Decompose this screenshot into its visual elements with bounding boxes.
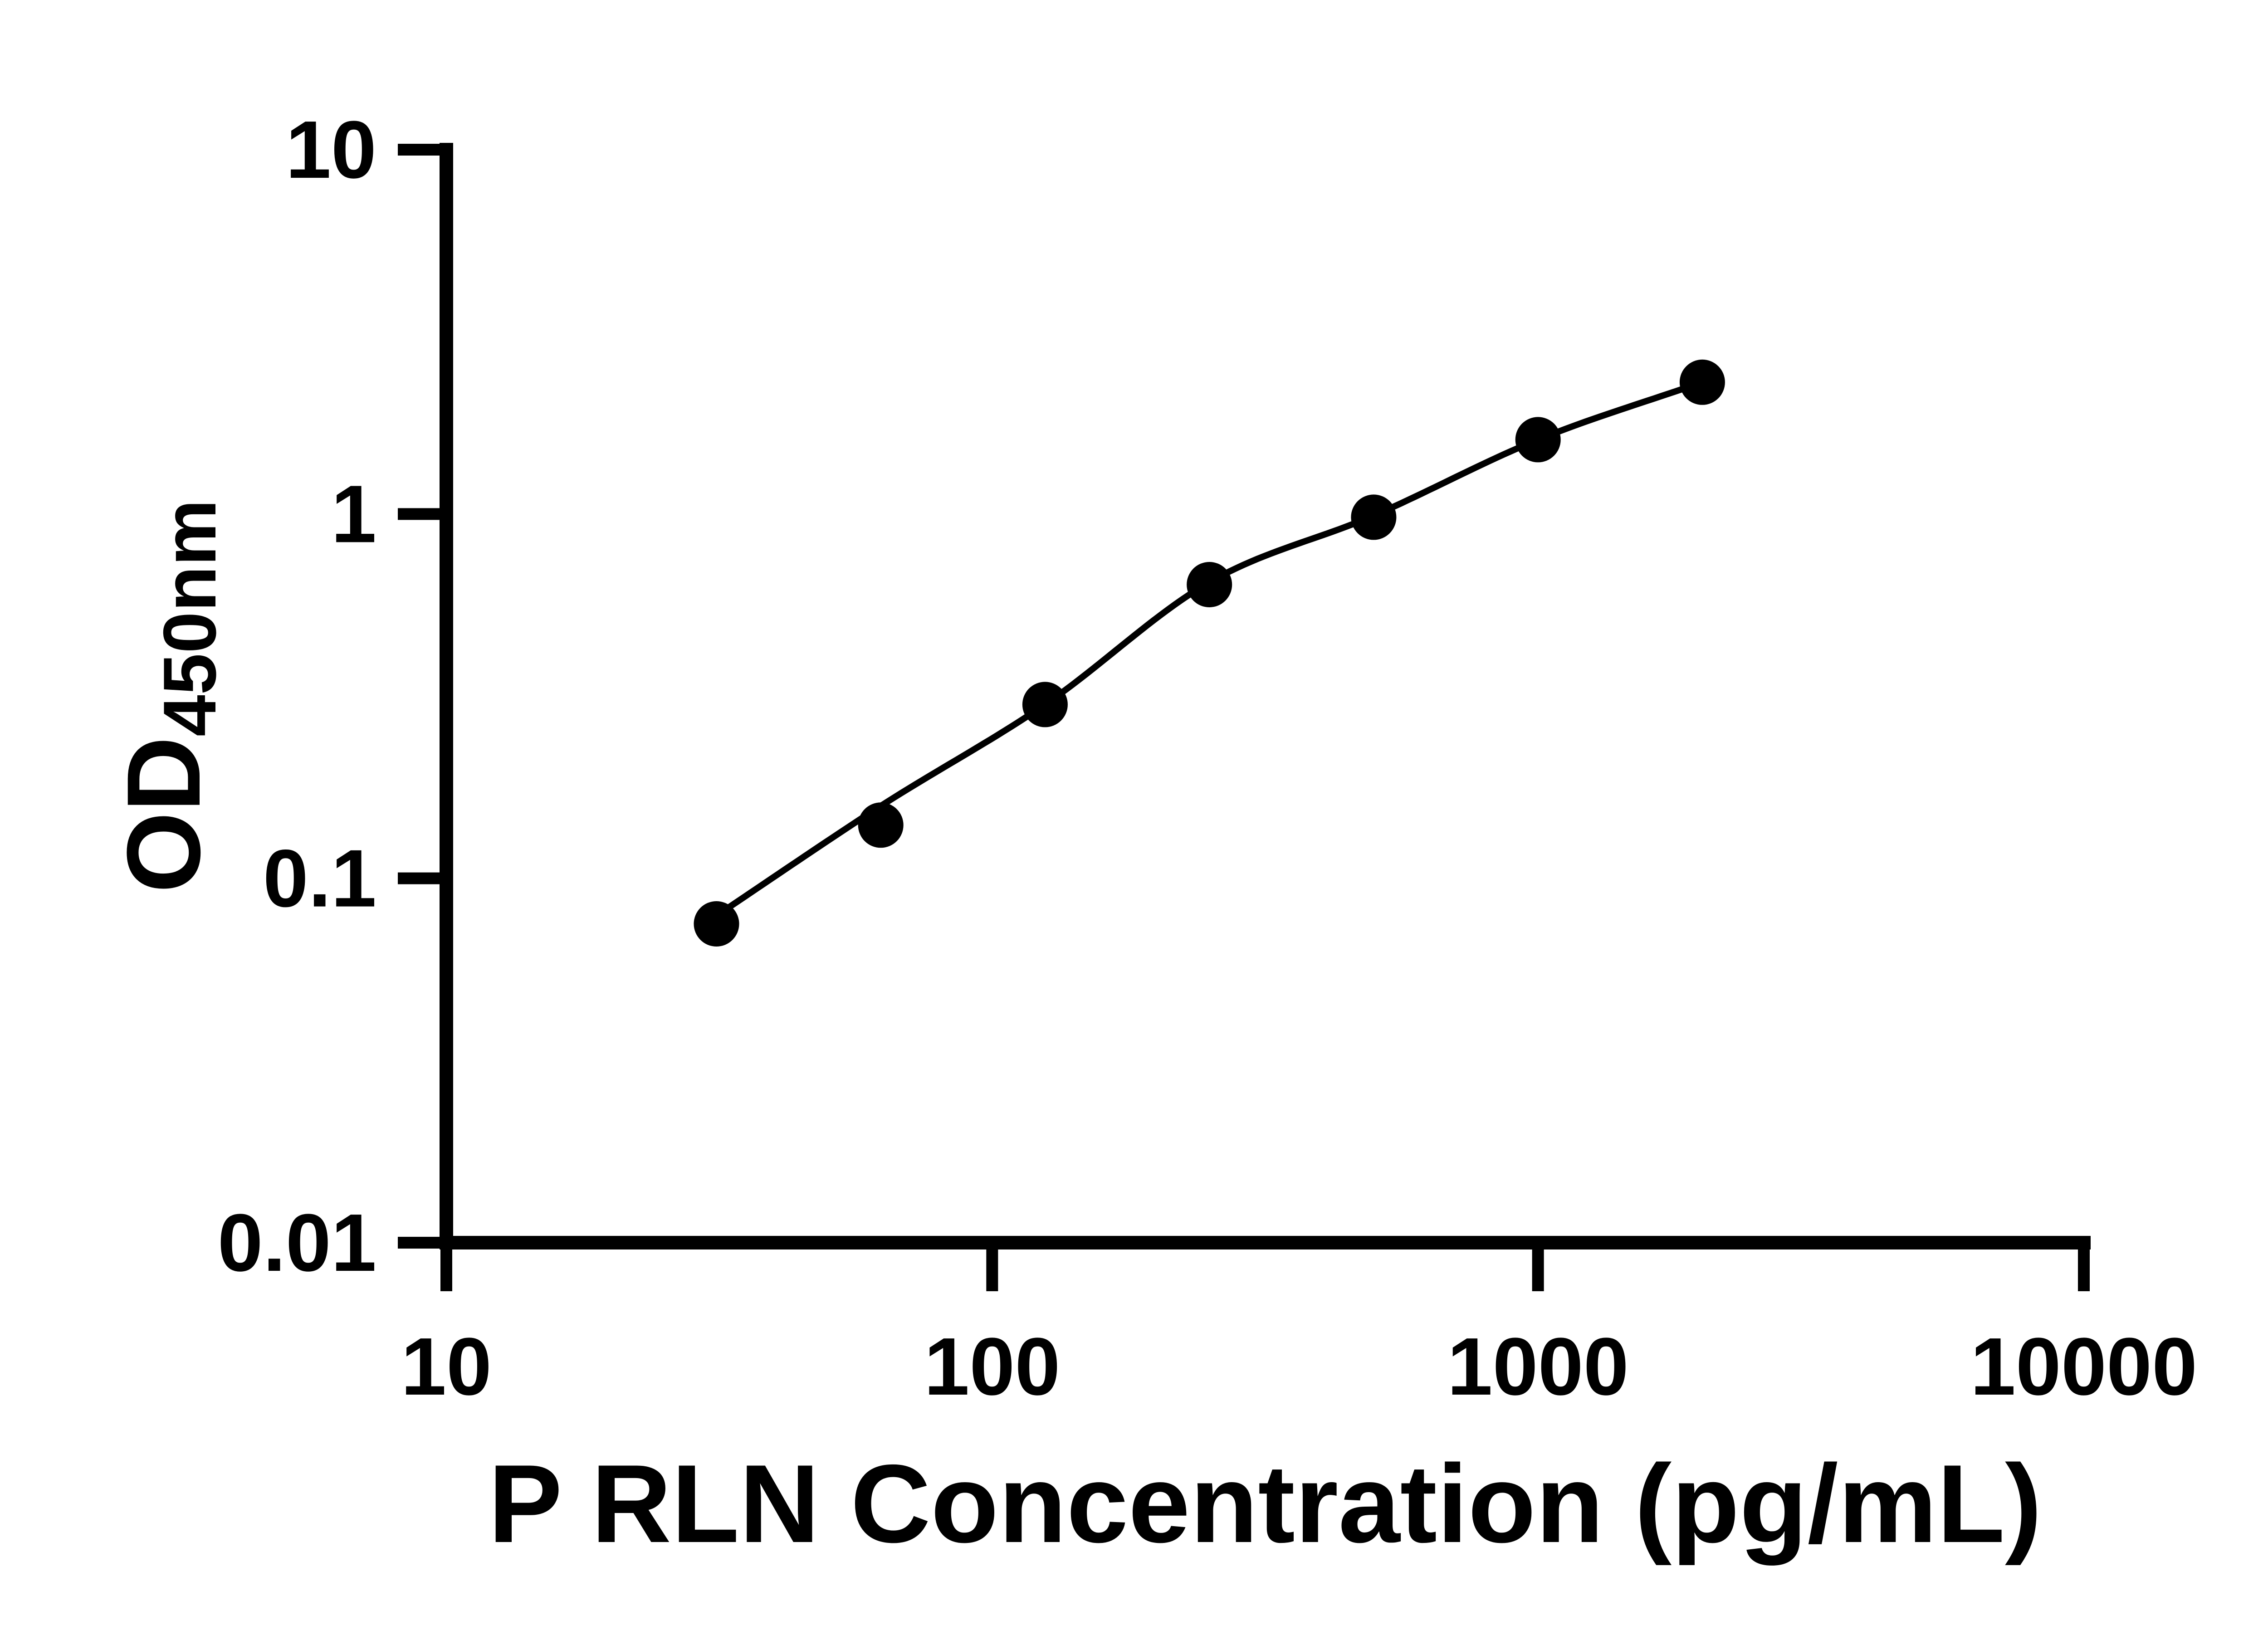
y-axis-ticks: [398, 144, 446, 1249]
x-tick-label: 10: [401, 1321, 492, 1412]
data-point: [858, 802, 904, 848]
data-point: [1515, 417, 1561, 463]
od-subscript: 450nm: [148, 499, 231, 737]
data-point: [694, 901, 739, 947]
x-axis-tick-labels: 10 100 1000 10000: [401, 1321, 2197, 1412]
data-point: [1679, 359, 1725, 405]
y-axis-title: OD450nm: [105, 499, 231, 893]
axis-lines: [440, 143, 2091, 1249]
x-axis-ticks: [440, 1243, 2090, 1291]
od-label: OD: [105, 737, 222, 893]
x-tick-label: 1000: [1447, 1321, 1628, 1412]
data-point: [1351, 494, 1397, 540]
x-tick-label: 100: [924, 1321, 1060, 1412]
axes: 10 1 0.1 0.01 10 100 1000 10000: [218, 104, 2198, 1412]
data-point: [1022, 682, 1068, 727]
y-axis-tick-labels: 10 1 0.1 0.01: [218, 104, 376, 1288]
y-tick-label: 0.01: [218, 1197, 376, 1288]
y-tick-label: 10: [286, 104, 376, 195]
y-tick-label: 1: [331, 469, 376, 560]
x-tick-label: 10000: [1970, 1321, 2198, 1412]
data-point: [1187, 562, 1232, 607]
x-axis-title: P RLN Concentration (pg/mL): [488, 1441, 2042, 1566]
y-tick-label: 0.1: [263, 833, 376, 924]
data-points: [694, 359, 1725, 947]
